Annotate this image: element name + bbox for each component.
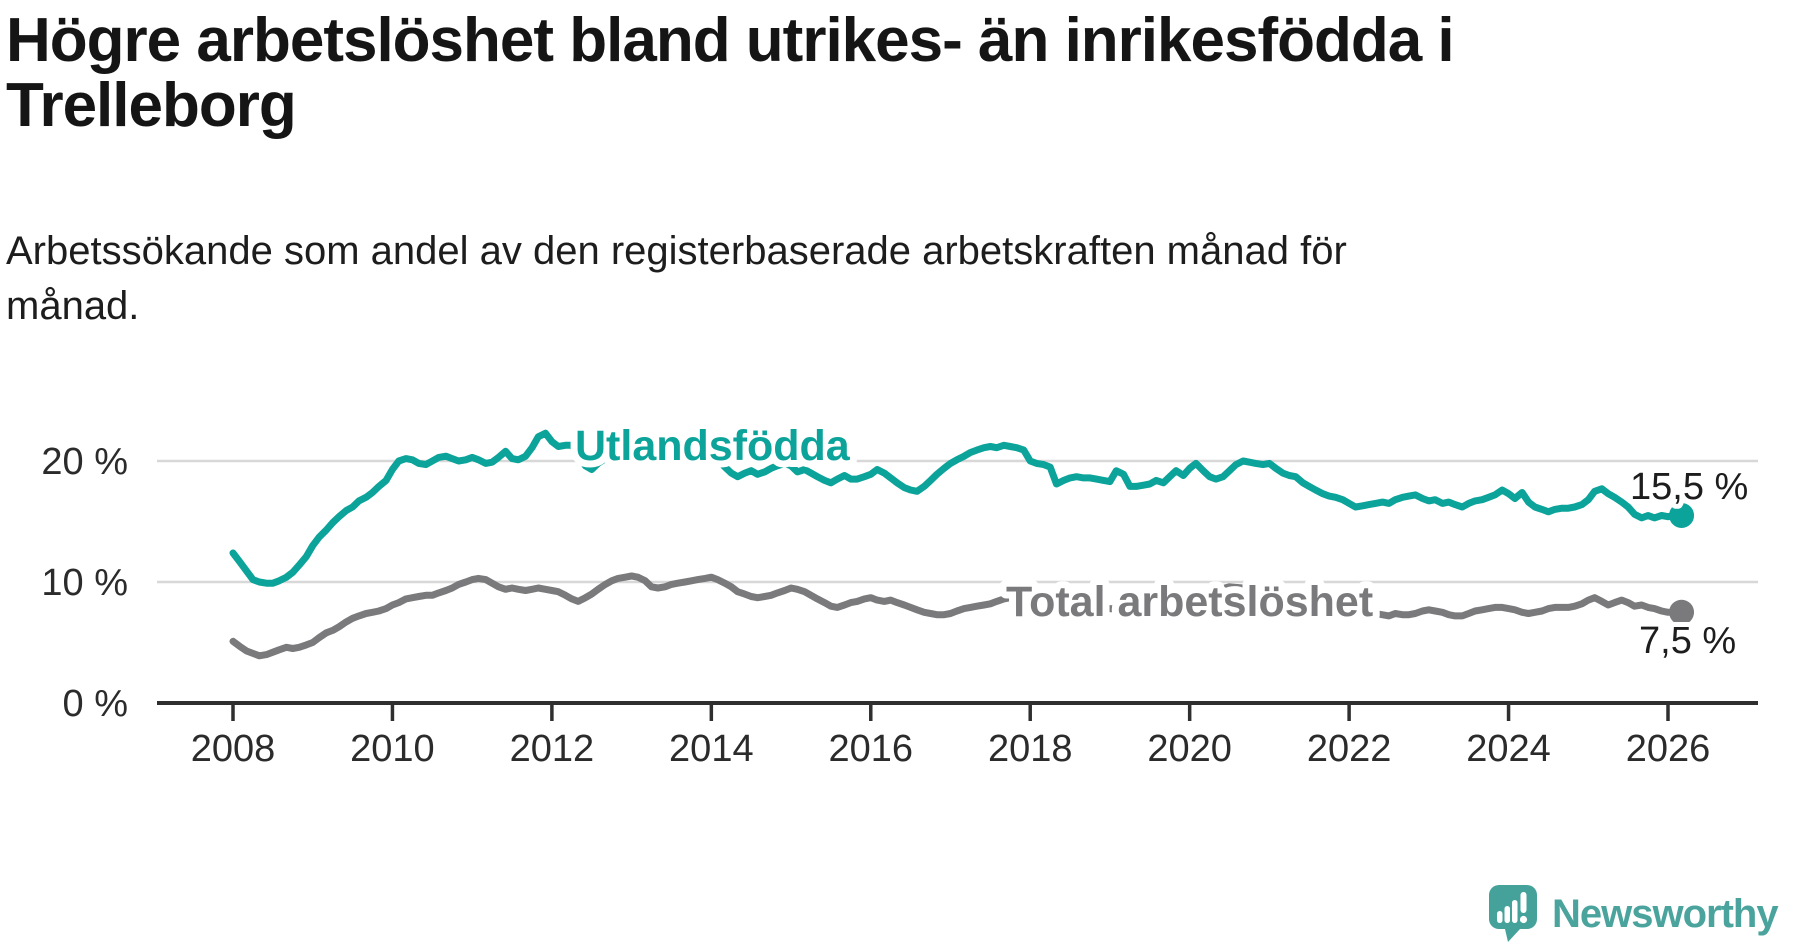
x-tick-label: 2026: [1626, 728, 1711, 770]
y-tick-label: 0 %: [63, 683, 128, 725]
x-tick-label: 2016: [829, 728, 914, 770]
y-tick-label: 10 %: [41, 562, 128, 604]
newsworthy-logo-text: Newsworthy: [1552, 891, 1779, 936]
x-tick-label: 2012: [510, 728, 595, 770]
series-end-dot: [1669, 502, 1695, 528]
series-label: Total arbetslöshet: [1006, 578, 1373, 626]
series-line-utlandsfodda: [229, 429, 1685, 587]
series-end-dot: [1669, 599, 1695, 625]
newsworthy-logo-icon: [1489, 885, 1537, 942]
newsworthy-logo: Newsworthy: [1488, 884, 1779, 944]
series-label: Utlandsfödda: [575, 422, 851, 470]
x-tick-label: 2008: [191, 728, 276, 770]
y-tick-label: 20 %: [41, 441, 128, 483]
end-value-label: 7,5 %: [1639, 620, 1736, 662]
x-tick-label: 2022: [1307, 728, 1392, 770]
page-title: Högre arbetslöshet bland utrikes- än inr…: [6, 6, 1455, 141]
series-line-total: [229, 572, 1685, 660]
page-subtitle: Arbetssökande som andel av den registerb…: [6, 229, 1347, 329]
x-tick-label: 2010: [350, 728, 435, 770]
x-tick-label: 2018: [988, 728, 1073, 770]
x-tick-label: 2024: [1466, 728, 1551, 770]
end-value-label: 15,5 %: [1630, 466, 1748, 508]
x-tick-label: 2014: [669, 728, 754, 770]
x-tick-label: 2020: [1147, 728, 1232, 770]
